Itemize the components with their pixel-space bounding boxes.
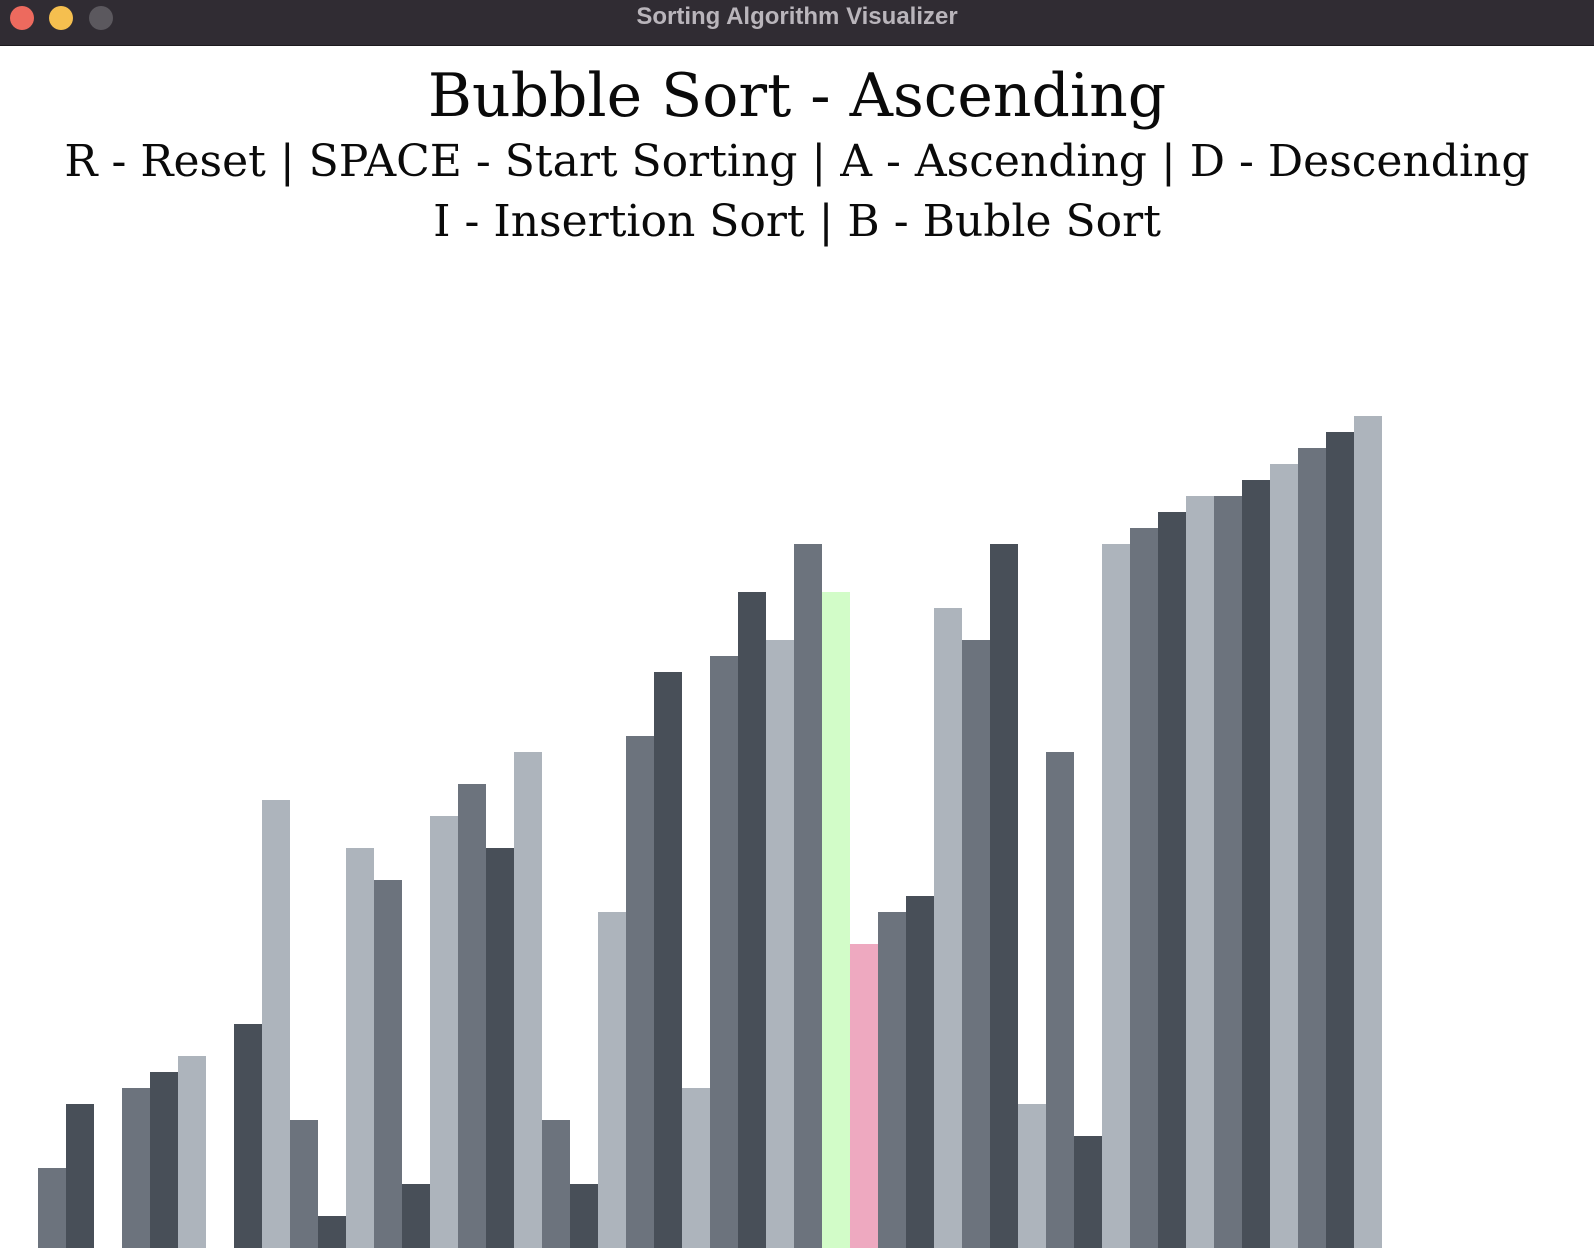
bar-21 — [626, 736, 654, 1248]
bar-5 — [178, 1056, 206, 1248]
close-window-button[interactable] — [10, 6, 34, 30]
bar-20 — [598, 912, 626, 1248]
bar-39 — [1130, 528, 1158, 1248]
bar-26 — [766, 640, 794, 1248]
bar-43 — [1242, 480, 1270, 1248]
controls-help-line-2: I - Insertion Sort | B - Buble Sort — [433, 196, 1161, 247]
window-title: Sorting Algorithm Visualizer — [636, 3, 958, 30]
bar-16 — [486, 848, 514, 1248]
visualizer-canvas: Bubble Sort - Ascending R - Reset | SPAC… — [0, 46, 1594, 1248]
bar-12 — [374, 880, 402, 1248]
title-bar[interactable]: Sorting Algorithm Visualizer — [0, 0, 1594, 46]
bar-3 — [122, 1088, 150, 1248]
zoom-window-button[interactable] — [89, 6, 113, 30]
bar-30 — [878, 912, 906, 1248]
bar-46 — [1326, 432, 1354, 1248]
bar-42 — [1214, 496, 1242, 1248]
bar-15 — [458, 784, 486, 1248]
bar-7 — [234, 1024, 262, 1248]
bar-37 — [1074, 1136, 1102, 1248]
bar-11 — [346, 848, 374, 1248]
bar-36 — [1046, 752, 1074, 1248]
bar-35 — [1018, 1104, 1046, 1248]
bar-4 — [150, 1072, 178, 1248]
bar-44 — [1270, 464, 1298, 1248]
bar-22 — [654, 672, 682, 1248]
bar-40 — [1158, 512, 1186, 1248]
bar-9 — [290, 1120, 318, 1248]
bar-31 — [906, 896, 934, 1248]
bar-47 — [1354, 416, 1382, 1248]
bar-23 — [682, 1088, 710, 1248]
bar-0 — [38, 1168, 66, 1248]
bar-17 — [514, 752, 542, 1248]
controls-help-line-1: R - Reset | SPACE - Start Sorting | A - … — [64, 136, 1530, 187]
bar-19 — [570, 1184, 598, 1248]
bar-18 — [542, 1120, 570, 1248]
bar-33 — [962, 640, 990, 1248]
bar-14 — [430, 816, 458, 1248]
bar-34 — [990, 544, 1018, 1248]
bar-45 — [1298, 448, 1326, 1248]
minimize-window-button[interactable] — [49, 6, 73, 30]
bar-25 — [738, 592, 766, 1248]
bar-38 — [1102, 544, 1130, 1248]
bar-28 — [822, 592, 850, 1248]
bar-1 — [66, 1104, 94, 1248]
bar-32 — [934, 608, 962, 1248]
bar-29 — [850, 944, 878, 1248]
bar-13 — [402, 1184, 430, 1248]
bar-chart — [38, 416, 1382, 1248]
bar-27 — [794, 544, 822, 1248]
bar-24 — [710, 656, 738, 1248]
bar-8 — [262, 800, 290, 1248]
bar-41 — [1186, 496, 1214, 1248]
bar-10 — [318, 1216, 346, 1248]
algorithm-title: Bubble Sort - Ascending — [427, 61, 1167, 131]
